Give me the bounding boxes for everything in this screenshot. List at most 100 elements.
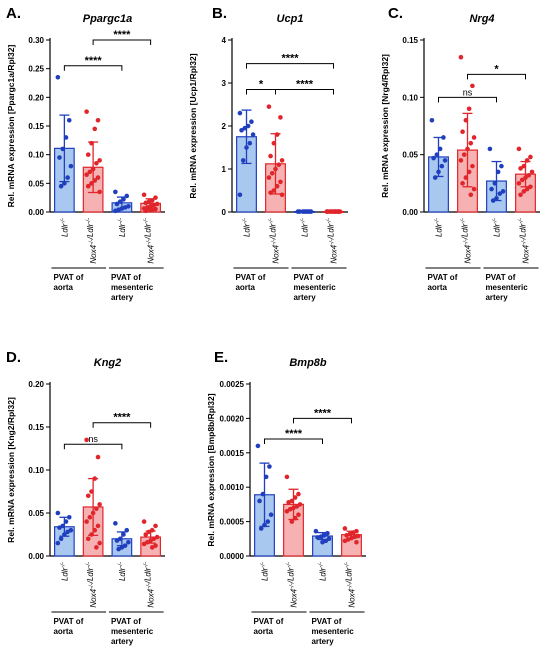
y-tick-label: 0.15 — [28, 122, 44, 131]
y-tick-label: 0.0025 — [220, 380, 245, 389]
data-point — [497, 191, 503, 196]
significance-bracket — [63, 65, 123, 71]
data-point — [247, 140, 253, 146]
significance-label: * — [494, 63, 499, 75]
data-point — [89, 532, 94, 537]
data-point — [279, 158, 285, 163]
data-point — [84, 109, 89, 114]
data-point — [490, 198, 496, 203]
category-label: Ldlr-/- — [261, 562, 270, 581]
data-point — [58, 536, 64, 542]
data-point — [121, 197, 126, 202]
category-label: Nox4-/-/Ldlr-/- — [144, 562, 156, 608]
category-label: Nox4-/-/Ldlr-/- — [461, 218, 473, 264]
data-point — [97, 189, 102, 195]
data-point — [237, 110, 243, 116]
data-point — [240, 158, 246, 163]
data-point — [521, 189, 527, 194]
data-point — [292, 495, 298, 500]
data-point — [461, 152, 467, 157]
y-tick-label: 0.20 — [28, 93, 44, 102]
data-point — [465, 146, 470, 152]
panel-title: Bmp8b — [289, 357, 327, 369]
data-point — [326, 536, 332, 542]
data-point — [55, 510, 61, 516]
group-label: PVAT of mesenteric artery — [293, 273, 336, 302]
y-tick-label: 1 — [222, 165, 227, 174]
data-point — [432, 175, 438, 180]
data-point — [458, 54, 464, 60]
data-point — [437, 146, 443, 152]
data-point — [528, 184, 533, 190]
category-label: Nox4-/-/Ldlr-/- — [287, 562, 299, 608]
data-point — [271, 188, 277, 193]
data-point — [95, 454, 101, 460]
data-point — [441, 135, 446, 140]
data-point — [442, 158, 448, 163]
category-label: Ldlr-/- — [243, 218, 252, 237]
data-point — [85, 536, 91, 542]
panel-a-ppargc1a: A. Ppargc1a Rel. mRNA expression [Ppargc1a… — [6, 5, 165, 302]
data-point — [249, 119, 254, 124]
data-point — [292, 515, 298, 521]
data-point — [62, 532, 67, 537]
data-point — [113, 189, 118, 195]
data-point — [470, 83, 475, 89]
data-point — [62, 181, 67, 186]
y-tick-label: 0.15 — [402, 36, 418, 45]
data-point — [65, 175, 70, 180]
y-tick-label: 0.0005 — [220, 518, 245, 527]
category-label: Ldlr-/- — [118, 562, 127, 581]
data-point — [284, 474, 290, 480]
y-tick-label: 0.10 — [402, 93, 418, 102]
data-point — [257, 498, 262, 504]
significance-label: **** — [296, 78, 314, 90]
data-point — [265, 519, 271, 524]
y-tick-label: 0.10 — [28, 466, 44, 475]
data-point — [94, 545, 99, 550]
data-point — [279, 192, 285, 198]
group-label: PVAT of aorta — [253, 617, 283, 636]
group-label: PVAT of mesenteric artery — [111, 617, 154, 646]
y-tick-label: 0.25 — [28, 65, 44, 74]
significance-bracket — [293, 417, 352, 424]
data-point — [516, 146, 522, 152]
data-point — [500, 189, 506, 194]
data-point — [344, 533, 349, 538]
significance-bracket — [467, 73, 526, 80]
panel-c-nrg4: C. Nrg4 Rel. mRNA expression [Nrg4/Rpl32] 0… — [380, 5, 540, 302]
data-point — [342, 526, 348, 531]
data-point — [305, 209, 311, 214]
data-point — [278, 179, 283, 185]
significance-bracket — [63, 443, 123, 450]
category-label: Ldlr-/- — [60, 562, 69, 581]
data-point — [60, 146, 66, 152]
data-point — [116, 546, 121, 552]
data-point — [84, 172, 89, 178]
panel-title: Nrg4 — [469, 13, 494, 25]
data-point — [141, 192, 147, 198]
data-point — [276, 162, 282, 167]
data-point — [85, 493, 91, 499]
data-point — [113, 521, 118, 526]
data-point — [114, 538, 120, 543]
data-point — [463, 175, 469, 180]
data-point — [499, 163, 504, 169]
data-point — [471, 186, 477, 192]
panel-d-kng2: D. Kng2 Rel. mRNA expression [Kng2/Rpl32] 0… — [6, 349, 165, 646]
group-label: PVAT of mesenteric artery — [311, 617, 354, 646]
group-label: PVAT of aorta — [53, 617, 83, 636]
data-point — [297, 209, 302, 214]
data-point — [242, 125, 248, 131]
group-label: PVAT of aorta — [235, 273, 265, 292]
data-point — [58, 183, 64, 189]
data-point — [141, 519, 147, 524]
data-point — [66, 515, 72, 520]
data-point — [313, 528, 319, 534]
category-label: Ldlr-/- — [435, 218, 444, 237]
category-label: Ldlr-/- — [493, 218, 502, 237]
category-label: Ldlr-/- — [301, 218, 310, 237]
data-point — [68, 163, 74, 169]
panel-b-ucp1: B. Ucp1 Rel. mRNA expression [Ucp1/Rpl32] 0… — [188, 5, 348, 302]
